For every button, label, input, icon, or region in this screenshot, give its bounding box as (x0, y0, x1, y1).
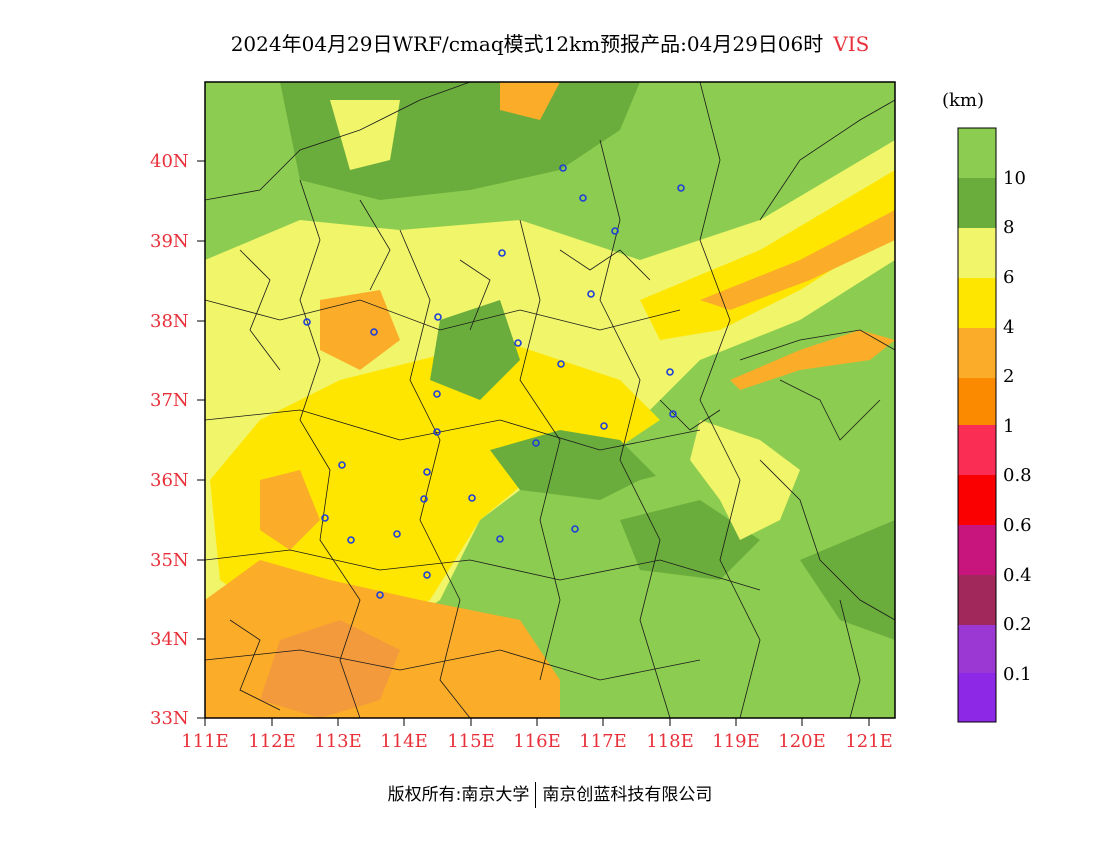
visibility-field (205, 82, 895, 718)
city-marker (468, 494, 476, 502)
city-marker (557, 360, 565, 368)
lat-label: 36N (150, 470, 189, 491)
title-text: 2024年04月29日WRF/cmaq模式12km预报产品:04月29日06时 (230, 32, 824, 56)
city-marker (677, 184, 685, 192)
colorbar-label: 2 (1003, 366, 1015, 387)
lon-label: 114E (380, 731, 428, 752)
colorbar-label: 0.8 (1003, 465, 1032, 486)
city-marker (498, 249, 506, 257)
lon-label: 113E (314, 731, 362, 752)
lon-label: 116E (513, 731, 561, 752)
colorbar-label: 0.4 (1003, 565, 1032, 586)
colorbar-label: 0.2 (1003, 614, 1032, 635)
footer: 版权所有:南京大学 南京创蓝科技有限公司 (0, 780, 1100, 808)
lon-label: 115E (447, 731, 495, 752)
lon-label: 118E (646, 731, 694, 752)
city-marker (420, 495, 428, 503)
city-marker (496, 535, 504, 543)
city-marker (376, 591, 384, 599)
lon-label: 121E (845, 731, 893, 752)
city-marker (393, 530, 401, 538)
map-title: 2024年04月29日WRF/cmaq模式12km预报产品:04月29日06时 V… (0, 28, 1100, 57)
city-marker (423, 468, 431, 476)
city-marker (579, 194, 587, 202)
colorbar-label: 10 (1003, 168, 1026, 189)
colorbar-label: 6 (1003, 267, 1015, 288)
city-marker (423, 571, 431, 579)
city-marker (514, 339, 522, 347)
city-marker (433, 428, 441, 436)
colorbar-label: 8 (1003, 217, 1015, 238)
city-marker (666, 368, 674, 376)
lon-label: 112E (248, 731, 296, 752)
city-marker (433, 390, 441, 398)
city-marker (559, 164, 567, 172)
lat-label: 35N (150, 550, 189, 571)
colorbar-label: 4 (1003, 317, 1015, 338)
lat-label: 33N (150, 708, 189, 729)
city-markers (303, 164, 685, 599)
lon-label: 117E (579, 731, 627, 752)
city-marker (303, 318, 311, 326)
variable-name: VIS (833, 32, 870, 56)
city-marker (338, 461, 346, 469)
axis-ticks (197, 160, 870, 726)
lat-label: 37N (150, 390, 189, 411)
lat-label: 39N (150, 231, 189, 252)
city-marker (571, 525, 579, 533)
city-marker (611, 227, 619, 235)
city-marker (669, 410, 677, 418)
city-marker (587, 290, 595, 298)
lat-label: 38N (150, 311, 189, 332)
lat-label: 34N (150, 629, 189, 650)
company-text: 南京创蓝科技有限公司 (542, 785, 713, 805)
city-marker (532, 439, 540, 447)
colorbar-label: 0.6 (1003, 515, 1032, 536)
city-marker (321, 514, 329, 522)
copyright-text: 版权所有:南京大学 (387, 785, 530, 805)
colorbar-label: 1 (1003, 416, 1015, 437)
lon-label: 120E (778, 731, 826, 752)
lon-label: 111E (181, 731, 229, 752)
city-marker (347, 536, 355, 544)
lon-label: 119E (712, 731, 760, 752)
colorbar-label: 0.1 (1003, 664, 1032, 685)
city-marker (370, 328, 378, 336)
footer-divider (535, 782, 537, 808)
colorbar (957, 127, 997, 723)
lat-label: 40N (150, 151, 189, 172)
city-marker (434, 313, 442, 321)
colorbar-unit: (km) (942, 90, 985, 111)
city-marker (600, 422, 608, 430)
